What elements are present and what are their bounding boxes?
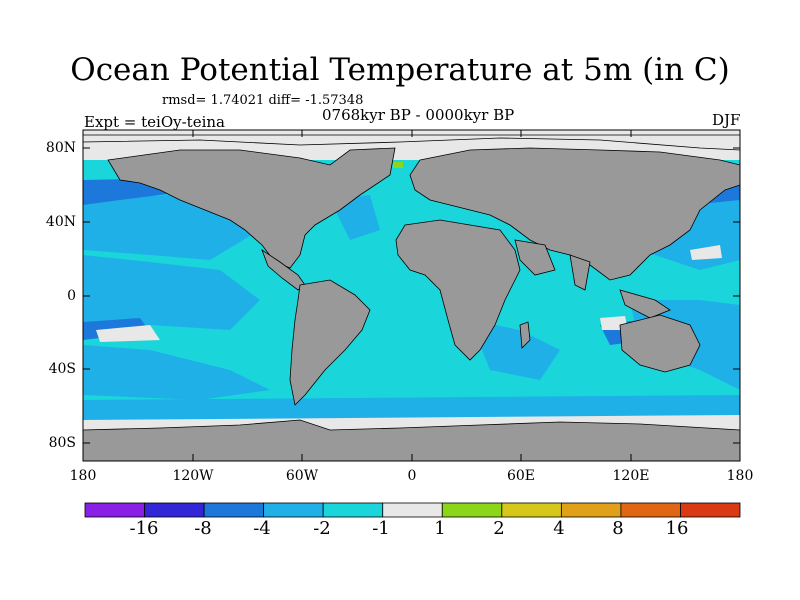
land-masses — [82, 134, 741, 462]
lat-label-80n: 80N — [45, 140, 76, 156]
colorbar-label: -4 — [253, 518, 271, 539]
colorbar-label: -16 — [129, 518, 159, 539]
colorbar-swatch — [263, 502, 324, 518]
colorbar — [84, 502, 741, 518]
colorbar-swatch — [680, 502, 741, 518]
lat-label-40s: 40S — [48, 361, 76, 377]
lon-label-120w: 120W — [172, 468, 214, 484]
colorbar-swatch — [203, 502, 265, 518]
lon-label-120e: 120E — [612, 468, 650, 484]
colorbar-swatch — [620, 502, 681, 518]
colorbar-swatch — [501, 502, 562, 518]
colorbar-swatch — [441, 502, 503, 518]
colorbar-label: 16 — [665, 518, 689, 539]
colorbar-label: -2 — [313, 518, 331, 539]
lat-label-0: 0 — [67, 288, 76, 304]
colorbar-label: -8 — [194, 518, 212, 539]
positive-anomaly-spot — [393, 162, 403, 168]
colorbar-swatch — [144, 502, 205, 518]
lon-label-60e: 60E — [506, 468, 536, 484]
colorbar-label: -1 — [372, 518, 390, 539]
colorbar-label: 2 — [493, 518, 505, 539]
colorbar-swatch — [382, 502, 443, 518]
lat-label-80s: 80S — [48, 435, 76, 451]
colorbar-label: 4 — [553, 518, 565, 539]
colorbar-label: 8 — [612, 518, 624, 539]
colorbar-swatch — [84, 502, 145, 518]
lon-label-60w: 60W — [285, 468, 319, 484]
colorbar-swatch — [322, 502, 384, 518]
colorbar-label: 1 — [434, 518, 446, 539]
lat-label-40n: 40N — [45, 214, 76, 230]
period-label: 0768kyr BP - 0000kyr BP — [322, 106, 515, 124]
experiment-label: Expt = teiOy-teina — [84, 113, 225, 131]
lon-label-180w: 180 — [69, 468, 97, 484]
season-label: DJF — [712, 111, 741, 129]
map-title: Ocean Potential Temperature at 5m (in C) — [70, 52, 730, 88]
colorbar-swatch — [560, 502, 622, 518]
axis-ticks — [83, 130, 740, 461]
lon-label-180e: 180 — [726, 468, 754, 484]
lon-label-0: 0 — [407, 468, 417, 484]
stats-text: rmsd= 1.74021 diff= -1.57348 — [162, 93, 364, 108]
